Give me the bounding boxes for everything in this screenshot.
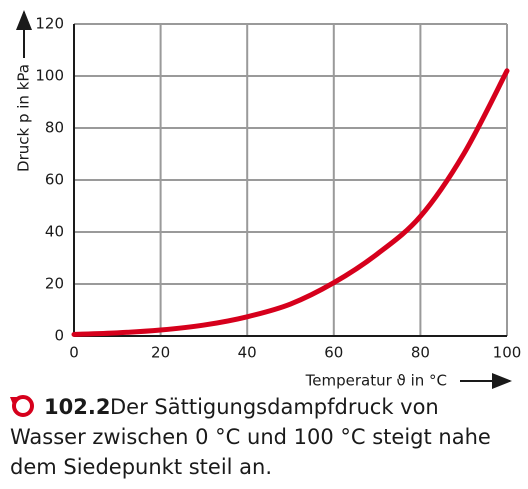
y-tick-label: 120 — [35, 15, 64, 33]
x-tick-label: 80 — [411, 344, 430, 362]
y-tick-label: 0 — [54, 327, 64, 345]
y-tick-label: 40 — [45, 223, 64, 241]
x-tick-label: 60 — [324, 344, 343, 362]
y-tick-label: 100 — [35, 67, 64, 85]
caption-icon — [10, 395, 34, 417]
x-tick-label: 20 — [151, 344, 170, 362]
x-axis-label: Temperatur ϑ in °C — [305, 372, 447, 390]
caption-line: dem Siedepunkt steil an. — [10, 455, 272, 479]
y-tick-label: 80 — [45, 119, 64, 137]
y-tick-label: 60 — [45, 171, 64, 189]
y-axis-label: Druck p in kPa — [15, 64, 33, 172]
caption-line: Der Sättigungsdampfdruck von — [110, 395, 439, 419]
y-tick-label: 20 — [45, 275, 64, 293]
x-tick-label: 0 — [69, 344, 79, 362]
x-tick-label: 40 — [238, 344, 257, 362]
curve — [71, 68, 510, 337]
x-tick-label: 100 — [493, 344, 522, 362]
caption-number: 102.2 — [44, 395, 110, 419]
caption-line: Wasser zwischen 0 °C und 100 °C steigt n… — [10, 425, 491, 449]
